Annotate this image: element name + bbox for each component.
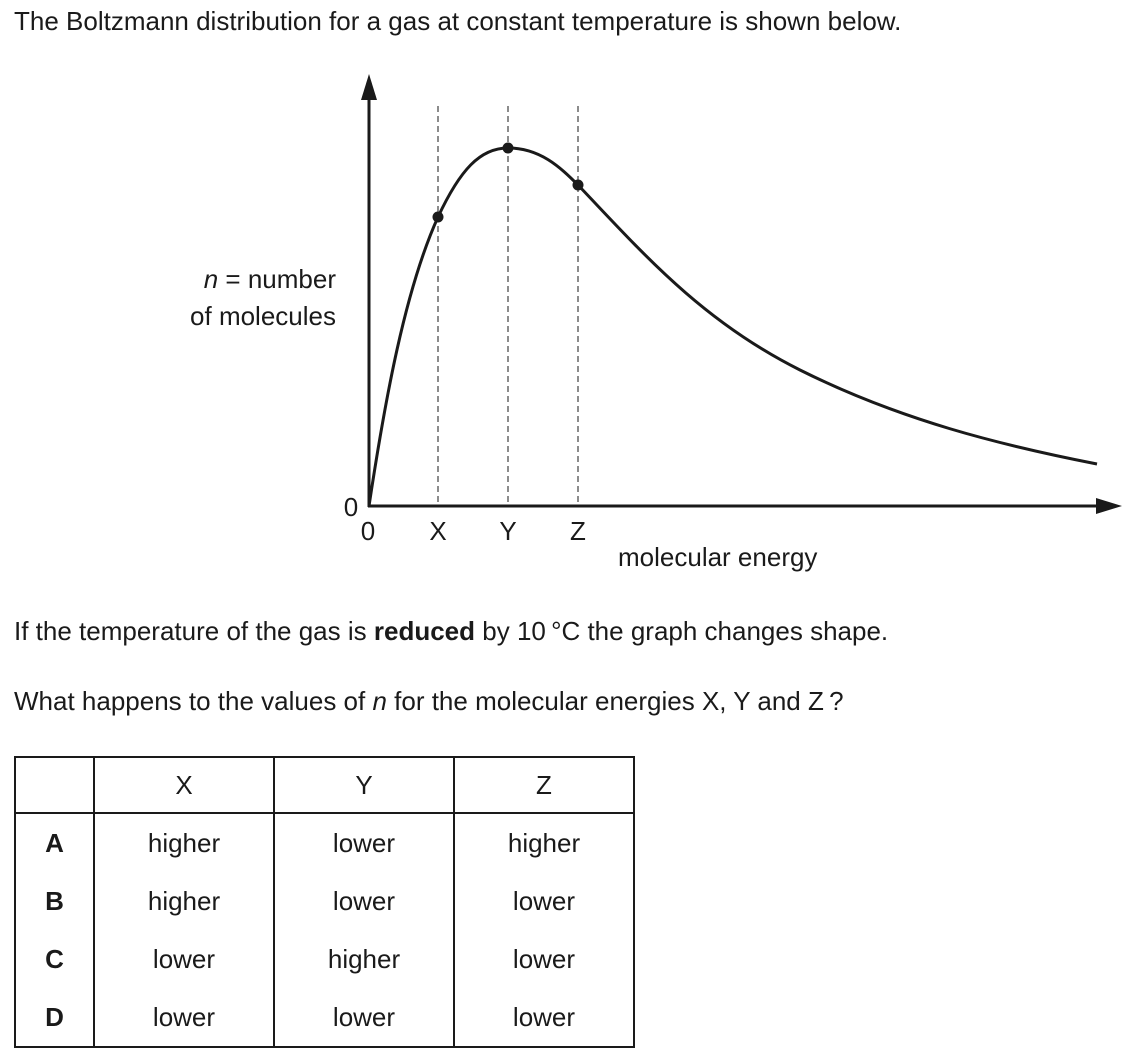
option-row-a[interactable]: A higher lower higher xyxy=(14,813,635,872)
y-axis-label-line1: n = number xyxy=(204,264,337,294)
tick-label-z: Z xyxy=(570,516,586,546)
option-letter: C xyxy=(14,930,95,988)
option-letter: D xyxy=(14,988,95,1048)
boltzmann-graph: n = number of molecules 0 0 X Y Z molecu… xyxy=(190,74,1122,572)
q1-before: If the temperature of the gas is xyxy=(14,616,374,646)
cell-z: lower xyxy=(453,988,635,1048)
q2-before: What happens to the values of xyxy=(14,686,373,716)
point-y xyxy=(502,142,514,154)
point-z xyxy=(572,179,584,191)
x-axis-arrow xyxy=(1096,498,1122,514)
header-blank xyxy=(14,756,95,814)
q1-bold: reduced xyxy=(373,616,476,646)
q1-after: by 10 °C the graph changes shape. xyxy=(475,616,889,646)
cell-y: lower xyxy=(273,872,455,930)
cell-z: higher xyxy=(453,813,635,872)
y-axis-label-line2: of molecules xyxy=(190,301,336,331)
option-row-c[interactable]: C lower higher lower xyxy=(14,930,635,988)
cell-y: lower xyxy=(273,988,455,1048)
distribution-curve xyxy=(367,146,1098,507)
q2-after: for the molecular energies X, Y and Z ? xyxy=(386,686,844,716)
cell-x: higher xyxy=(93,813,275,872)
point-x xyxy=(432,211,444,223)
question-line-1: If the temperature of the gas is reduced… xyxy=(14,616,888,647)
y-axis-arrow xyxy=(361,74,377,100)
cell-x: higher xyxy=(93,872,275,930)
q2-var: n xyxy=(372,686,387,716)
table-header-row: X Y Z xyxy=(14,756,635,814)
header-x: X xyxy=(93,756,275,814)
cell-x: lower xyxy=(93,988,275,1048)
x-axis-label: molecular energy xyxy=(618,542,817,572)
cell-x: lower xyxy=(93,930,275,988)
tick-label-x: X xyxy=(429,516,446,546)
option-row-d[interactable]: D lower lower lower xyxy=(14,988,635,1048)
option-letter: A xyxy=(14,813,95,872)
option-letter: B xyxy=(14,872,95,930)
intro-text: The Boltzmann distribution for a gas at … xyxy=(14,6,902,36)
cell-y: lower xyxy=(273,813,455,872)
tick-label-y: Y xyxy=(499,516,516,546)
cell-z: lower xyxy=(453,872,635,930)
y-origin-label: 0 xyxy=(344,492,358,522)
option-row-b[interactable]: B higher lower lower xyxy=(14,872,635,930)
tick-label-0: 0 xyxy=(361,516,375,546)
cell-z: lower xyxy=(453,930,635,988)
header-z: Z xyxy=(453,756,635,814)
question-line-2: What happens to the values of n for the … xyxy=(14,686,844,717)
answer-table: X Y Z A higher lower higher B higher low… xyxy=(14,756,635,1048)
header-y: Y xyxy=(273,756,455,814)
cell-y: higher xyxy=(273,930,455,988)
